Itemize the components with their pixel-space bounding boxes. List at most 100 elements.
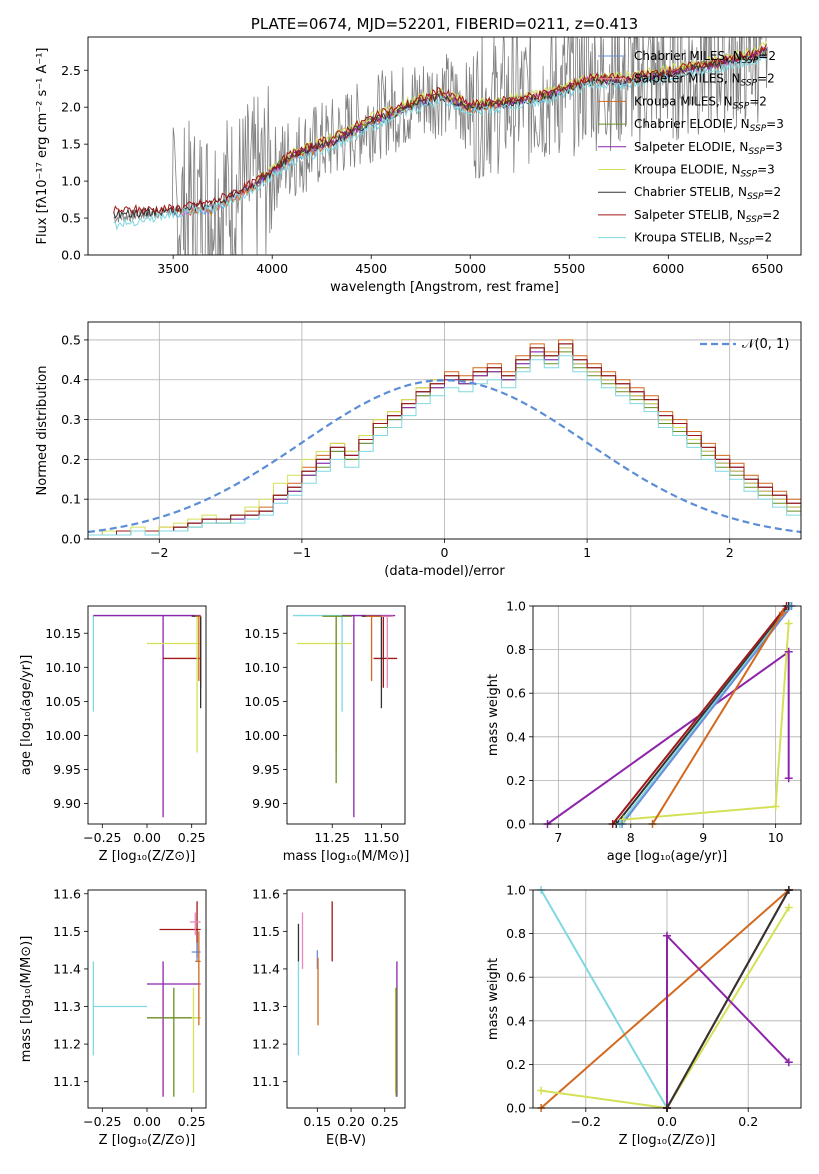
chart-mass-vs-Z: −0.25 0.00 0.25 11.1 11.2 11.3 11.4 11.5 11.6 Z [… — [19, 886, 207, 1148]
mass-weight-line — [540, 906, 790, 1108]
x-tick-label: 0.0 — [657, 1114, 677, 1129]
y-tick-label: 0.1 — [61, 492, 81, 507]
gaussian-legend-label: 𝒩(0, 1) — [742, 337, 789, 352]
legend-entry-label: Chabrier STELIB, NSSP=2 — [634, 185, 781, 202]
legend-entry-label: Salpeter STELIB, NSSP=2 — [634, 208, 780, 225]
y-tick-label: 9.95 — [252, 762, 280, 777]
x-tick-label: 7 — [554, 830, 562, 845]
y-tick-label: 9.90 — [53, 796, 81, 811]
x-tick-label: 0.15 — [303, 1114, 331, 1129]
axes-frame — [286, 605, 406, 825]
y-tick-label: 0.6 — [506, 686, 526, 701]
axes-frame — [286, 889, 406, 1109]
x-tick-label: 0.25 — [178, 1114, 206, 1129]
x-tick-label: 10 — [768, 830, 784, 845]
x-tick-label: −0.25 — [83, 1114, 121, 1129]
axes-frame — [532, 605, 802, 825]
x-axis-label: (data-model)/error — [384, 564, 505, 579]
residual-histogram — [88, 343, 801, 539]
axes-frame — [87, 889, 207, 1109]
residual-histogram — [88, 355, 801, 539]
gaussian-curve — [88, 379, 801, 534]
mass-weight-marker — [537, 1086, 546, 1095]
chart-age-vs-Z: −0.25 0.00 0.25 9.90 9.95 10.00 10.05 10.10 10.1… — [19, 605, 207, 864]
y-tick-label: 0.3 — [61, 412, 81, 427]
y-tick-label: 1.5 — [61, 137, 81, 152]
x-tick-label: 0.25 — [178, 830, 206, 845]
plot-area — [92, 614, 202, 818]
x-tick-label: −0.25 — [83, 830, 121, 845]
legend-entry-label: Kroupa ELODIE, NSSP=3 — [634, 163, 775, 180]
mass-weight-marker — [784, 774, 793, 783]
legend-entry-label: Kroupa MILES, NSSP=2 — [634, 94, 767, 111]
x-tick-label: 0.00 — [133, 830, 161, 845]
x-tick-label: 11.50 — [364, 830, 400, 845]
mass-weight-marker — [784, 1058, 793, 1067]
chart-massweight-vs-Z: −0.2 0.0 0.2 0.0 0.2 0.4 0.6 0.8 1.0 Z [log₁₀(Z/Z… — [486, 883, 802, 1148]
chart-mass-vs-EBV: 0.15 0.20 0.25 11.1 11.2 11.3 11.4 11.5 11.6 E(B-… — [252, 886, 406, 1148]
model-spectrum-line — [113, 55, 767, 231]
x-tick-label: −1 — [293, 545, 311, 560]
mass-weight-line — [540, 890, 790, 1108]
y-tick-label: 10.10 — [244, 660, 280, 675]
x-tick-label: 9 — [699, 830, 707, 845]
y-tick-label: 0.4 — [61, 372, 81, 387]
y-tick-label: 10.15 — [244, 626, 280, 641]
legend: Chabrier MILES, NSSP=2 Salpeter MILES, NS… — [598, 49, 784, 248]
mass-weight-line — [611, 606, 788, 824]
y-tick-label: 11.3 — [53, 999, 81, 1014]
y-tick-label: 11.6 — [53, 886, 81, 901]
y-axis-label: Flux [fλ10⁻¹⁷ erg cm⁻² s⁻¹ A⁻¹] — [35, 48, 50, 245]
y-tick-label: 10.05 — [45, 694, 81, 709]
x-tick-label: −0.2 — [571, 1114, 601, 1129]
mass-weight-line — [666, 933, 790, 1108]
mass-weight-marker — [663, 931, 671, 940]
y-tick-label: 11.4 — [252, 961, 280, 976]
x-tick-label: 5500 — [553, 261, 585, 276]
y-tick-label: 10.15 — [45, 626, 81, 641]
mass-weight-line — [615, 606, 790, 824]
mass-weight-marker — [619, 815, 628, 824]
y-tick-label: 9.90 — [252, 796, 280, 811]
mass-weight-line — [666, 890, 790, 1108]
y-tick-label: 0.2 — [506, 773, 526, 788]
plot-area — [88, 339, 801, 539]
legend-entry-label: Kroupa STELIB, NSSP=2 — [634, 231, 772, 248]
x-tick-label: 4000 — [256, 261, 288, 276]
chart-residuals: 𝒩(0, 1) −2 −1 0 1 2 0.0 0.1 0.2 0.3 0.4 0.5 (data-mo… — [35, 321, 802, 579]
y-tick-label: 0.6 — [506, 970, 526, 985]
y-tick-label: 0.5 — [61, 211, 81, 226]
chart-age-vs-mass: 11.25 11.50 9.90 9.95 10.00 10.05 10.10 10.15 ma… — [244, 605, 409, 864]
y-tick-label: 11.4 — [53, 961, 81, 976]
y-tick-label: 0.0 — [61, 248, 81, 263]
legend-entry-label: Salpeter MILES, NSSP=2 — [634, 72, 775, 89]
y-tick-label: 11.5 — [252, 924, 280, 939]
plot-area — [92, 901, 201, 1097]
y-tick-label: 10.00 — [45, 728, 81, 743]
legend-entry-label: Chabrier ELODIE, NSSP=3 — [634, 117, 784, 134]
y-tick-label: 0.5 — [61, 332, 81, 347]
x-tick-label: 6500 — [751, 261, 783, 276]
y-tick-label: 10.05 — [244, 694, 280, 709]
y-tick-label: 11.1 — [252, 1074, 280, 1089]
x-tick-label: 0.2 — [738, 1114, 758, 1129]
y-tick-label: 0.0 — [61, 532, 81, 547]
x-axis-label: Z [log₁₀(Z/Z⊙)] — [619, 1133, 716, 1148]
legend-entry-label: Salpeter ELODIE, NSSP=3 — [634, 140, 783, 157]
x-tick-label: −2 — [150, 545, 168, 560]
plot-area — [297, 901, 398, 1097]
y-tick-label: 1.0 — [506, 599, 526, 614]
y-tick-label: 0.2 — [506, 1057, 526, 1072]
x-tick-label: 11.25 — [314, 830, 350, 845]
model-spectrum-line — [113, 44, 767, 215]
y-tick-label: 11.1 — [53, 1074, 81, 1089]
y-tick-label: 11.2 — [252, 1037, 280, 1052]
x-tick-label: 0.25 — [371, 1114, 399, 1129]
axes-frame — [87, 36, 802, 256]
y-axis-label: age [log₁₀(age/yr)] — [19, 655, 34, 776]
y-tick-label: 0.8 — [506, 642, 526, 657]
y-tick-label: 1.0 — [61, 174, 81, 189]
x-tick-label: 2 — [726, 545, 734, 560]
x-axis-label: wavelength [Angstrom, rest frame] — [330, 280, 559, 295]
